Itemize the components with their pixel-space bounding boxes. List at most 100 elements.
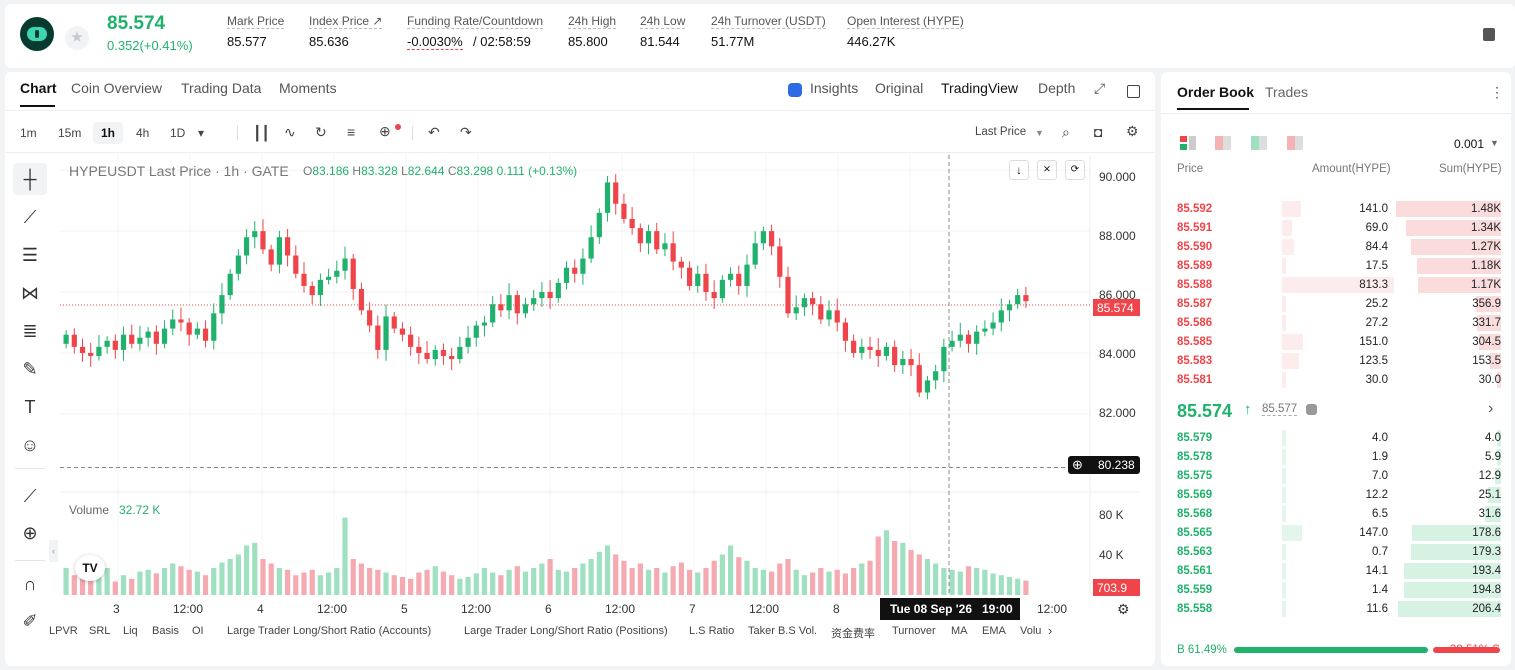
indicator-ls-ratio[interactable]: L.S Ratio <box>689 625 735 637</box>
bid-row[interactable]: 85.559 1.4 194.8 <box>1176 581 1501 599</box>
tab-tradingview[interactable]: TradingView <box>941 80 1019 96</box>
indicator-taker-vol[interactable]: Taker B.S Vol. <box>748 625 818 637</box>
ask-row[interactable]: 85.592 141.0 1.48K <box>1176 200 1501 218</box>
indicator-ls-positions[interactable]: Large Trader Long/Short Ratio (Positions… <box>464 625 668 637</box>
reset-chart-icon[interactable]: ⟳ <box>1065 160 1085 180</box>
timeframe-15m[interactable]: 15m <box>58 126 82 140</box>
bid-row[interactable]: 85.558 11.6 206.4 <box>1176 600 1501 618</box>
view-asks-icon[interactable] <box>1215 136 1231 150</box>
turnover-label[interactable]: 24h Turnover (USDT) <box>711 14 826 29</box>
refresh-icon[interactable]: ↻ <box>315 124 327 140</box>
price-type-select[interactable]: Last Price <box>975 126 1027 138</box>
indicator-liq[interactable]: Liq <box>123 625 138 637</box>
add-line-icon[interactable]: ⊕ <box>1072 457 1083 472</box>
collapse-toolbar-icon[interactable]: ‹ <box>49 540 58 562</box>
add-alert-icon[interactable]: ⊕ <box>379 123 391 139</box>
tab-trades[interactable]: Trades <box>1265 84 1309 100</box>
view-alt-icon[interactable] <box>1287 136 1303 150</box>
indicator-volume[interactable]: Volu <box>1020 625 1042 637</box>
horizontal-lines-icon[interactable]: ☰ <box>21 245 39 265</box>
open-interest-label[interactable]: Open Interest (HYPE) <box>847 14 964 29</box>
brush-icon[interactable]: ✎ <box>22 359 38 379</box>
chevron-right-icon[interactable]: › <box>1488 400 1494 417</box>
bid-row[interactable]: 85.561 14.1 193.4 <box>1176 562 1501 580</box>
magnet-icon[interactable]: ∩ <box>23 574 37 594</box>
indicator-basis[interactable]: Basis <box>152 625 179 637</box>
funding-rate-label[interactable]: Funding Rate/Countdown <box>407 14 544 29</box>
expand-icon[interactable]: ⤢ <box>1094 80 1106 96</box>
chart-settings-icon[interactable]: ⚙ <box>1117 601 1130 617</box>
more-menu-icon[interactable]: ⋮ <box>1490 84 1504 100</box>
tab-depth[interactable]: Depth <box>1038 80 1076 96</box>
trendline-icon[interactable]: ⟋ <box>23 207 37 227</box>
scroll-down-icon[interactable]: ↓ <box>1009 160 1029 180</box>
collapse-icon[interactable]: ⨯ <box>1037 160 1057 180</box>
indicator-funding[interactable]: 资金费率 <box>831 628 875 640</box>
tab-coin-overview[interactable]: Coin Overview <box>71 80 163 96</box>
gear-icon[interactable]: ⚙ <box>1126 123 1139 139</box>
bid-row[interactable]: 85.568 6.5 31.6 <box>1176 505 1501 523</box>
ask-row[interactable]: 85.587 25.2 356.9 <box>1176 295 1501 313</box>
search-icon[interactable]: ⌕ <box>1062 124 1070 140</box>
tab-trading-data[interactable]: Trading Data <box>181 80 262 96</box>
timeframe-1h[interactable]: 1h <box>93 122 124 144</box>
ask-row[interactable]: 85.586 27.2 331.7 <box>1176 314 1501 332</box>
ob-mark-price[interactable]: 85.577 <box>1262 403 1298 416</box>
bid-row[interactable]: 85.563 0.7 179.3 <box>1176 543 1501 561</box>
document-icon[interactable] <box>1483 28 1495 41</box>
tradingview-logo-icon[interactable]: TV <box>75 555 105 581</box>
ai-insights-icon[interactable] <box>788 83 802 97</box>
fib-icon[interactable]: ≣ <box>22 321 38 341</box>
crosshair-icon[interactable]: ┼ <box>23 169 37 189</box>
tab-original[interactable]: Original <box>875 80 924 96</box>
tab-chart[interactable]: Chart <box>20 80 57 96</box>
bid-row[interactable]: 85.569 12.2 25.1 <box>1176 486 1501 504</box>
timeframe-1m[interactable]: 1m <box>20 126 37 140</box>
bid-row[interactable]: 85.565 147.0 178.6 <box>1176 524 1501 542</box>
ruler-icon[interactable]: ⟋ <box>23 486 37 506</box>
precision-select[interactable]: 0.001 <box>1454 137 1485 151</box>
indicator-ema[interactable]: EMA <box>982 625 1006 637</box>
indicator-ma[interactable]: MA <box>951 625 968 637</box>
ask-row[interactable]: 85.591 69.0 1.34K <box>1176 219 1501 237</box>
zoom-in-icon[interactable]: ⊕ <box>22 523 38 543</box>
undo-icon[interactable]: ↶ <box>428 124 440 140</box>
indicator-lpvr[interactable]: LPVR <box>49 625 78 637</box>
indicator-oi[interactable]: OI <box>192 625 204 637</box>
ask-row[interactable]: 85.583 123.5 153.5 <box>1176 352 1501 370</box>
templates-icon[interactable]: ≡ <box>347 124 356 140</box>
ask-row[interactable]: 85.590 84.4 1.27K <box>1176 238 1501 256</box>
chevron-right-icon[interactable]: › <box>1048 623 1053 638</box>
favorite-star-icon[interactable]: ★ <box>65 26 89 50</box>
index-price-label[interactable]: Index Price ↗ <box>309 14 383 29</box>
window-icon[interactable] <box>1127 85 1140 98</box>
bid-row[interactable]: 85.579 4.0 4.0 <box>1176 429 1501 447</box>
view-both-icon[interactable] <box>1180 136 1196 150</box>
redo-icon[interactable]: ↷ <box>460 124 472 140</box>
view-bids-icon[interactable] <box>1251 136 1267 150</box>
indicators-icon[interactable]: ∿ <box>284 124 296 140</box>
ask-row[interactable]: 85.581 30.0 30.0 <box>1176 371 1501 389</box>
timeframe-1d[interactable]: 1D <box>170 126 186 140</box>
camera-icon[interactable]: ◘ <box>1094 124 1103 140</box>
ask-row[interactable]: 85.585 151.0 304.5 <box>1176 333 1501 351</box>
bid-row[interactable]: 85.578 1.9 5.9 <box>1176 448 1501 466</box>
tab-moments[interactable]: Moments <box>279 80 337 96</box>
text-icon[interactable]: T <box>24 397 36 417</box>
timeframe-4h[interactable]: 4h <box>136 126 150 140</box>
indicator-turnover[interactable]: Turnover <box>892 625 936 637</box>
pencil-lock-icon[interactable]: ✐ <box>22 611 38 631</box>
emoji-icon[interactable]: ☺ <box>20 435 40 455</box>
tab-insights[interactable]: Insights <box>810 80 859 96</box>
chevron-down-icon[interactable]: ▾ <box>198 126 205 140</box>
ask-row[interactable]: 85.589 17.5 1.18K <box>1176 257 1501 275</box>
mark-price-label[interactable]: Mark Price <box>227 14 285 29</box>
indicator-srl[interactable]: SRL <box>89 625 111 637</box>
indicator-ls-accounts[interactable]: Large Trader Long/Short Ratio (Accounts) <box>227 625 432 637</box>
candle-type-icon[interactable]: ┃┃ <box>253 125 270 141</box>
ask-row[interactable]: 85.588 813.3 1.17K <box>1176 276 1501 294</box>
bid-row[interactable]: 85.575 7.0 12.9 <box>1176 467 1501 485</box>
pattern-icon[interactable]: ⋈ <box>21 283 39 303</box>
tab-order-book[interactable]: Order Book <box>1177 84 1255 100</box>
